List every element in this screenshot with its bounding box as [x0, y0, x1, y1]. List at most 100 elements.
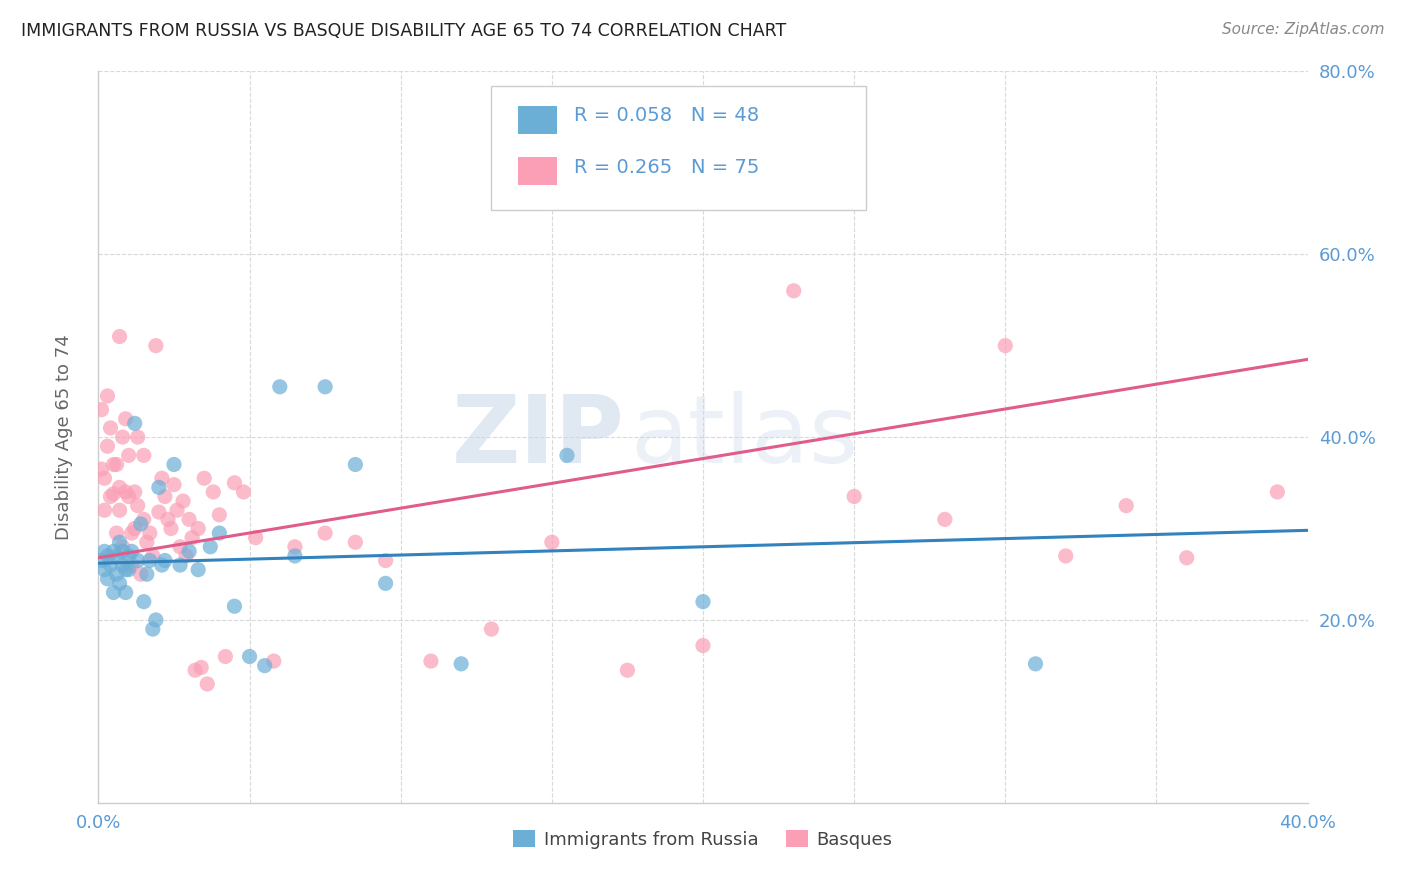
Point — [124, 485, 146, 500]
Point — [263, 654, 285, 668]
Text: R = 0.058   N = 48: R = 0.058 N = 48 — [574, 106, 759, 126]
Point — [108, 535, 131, 549]
Point — [200, 540, 222, 554]
Point — [374, 576, 396, 591]
Point — [314, 380, 336, 394]
Point — [179, 512, 201, 526]
Point — [172, 494, 194, 508]
Point — [105, 526, 128, 541]
Point — [181, 531, 204, 545]
Point — [148, 480, 170, 494]
Point — [481, 622, 503, 636]
Point — [1054, 549, 1077, 563]
Point — [187, 521, 209, 535]
Point — [111, 544, 134, 558]
Bar — [517, 106, 557, 134]
Point — [190, 660, 212, 674]
Point — [96, 439, 118, 453]
Point — [284, 549, 307, 563]
Text: IMMIGRANTS FROM RUSSIA VS BASQUE DISABILITY AGE 65 TO 74 CORRELATION CHART: IMMIGRANTS FROM RUSSIA VS BASQUE DISABIL… — [21, 22, 786, 40]
Point — [344, 535, 367, 549]
Point — [184, 663, 207, 677]
Point — [156, 512, 179, 526]
Point — [150, 558, 173, 573]
Point — [118, 549, 141, 563]
Point — [153, 553, 176, 567]
Point — [450, 657, 472, 671]
Point — [108, 329, 131, 343]
Point — [121, 544, 143, 558]
Point — [269, 380, 291, 394]
Point — [127, 430, 149, 444]
Point — [160, 521, 183, 535]
Point — [420, 654, 443, 668]
Point — [139, 526, 162, 541]
Point — [90, 402, 112, 417]
Point — [208, 526, 231, 541]
Point — [148, 505, 170, 519]
Point — [616, 663, 638, 677]
Point — [224, 475, 246, 490]
Point — [135, 535, 157, 549]
Bar — [517, 157, 557, 185]
Point — [195, 677, 218, 691]
Point — [103, 544, 125, 558]
Point — [132, 594, 155, 608]
Legend: Immigrants from Russia, Basques: Immigrants from Russia, Basques — [506, 823, 900, 856]
Point — [844, 490, 866, 504]
Point — [540, 535, 562, 549]
Point — [145, 613, 167, 627]
Point — [934, 512, 956, 526]
Point — [105, 567, 128, 582]
Point — [132, 448, 155, 462]
Point — [139, 553, 162, 567]
Point — [114, 485, 136, 500]
Point — [100, 558, 122, 573]
Point — [374, 553, 396, 567]
Point — [93, 544, 115, 558]
Point — [224, 599, 246, 614]
Point — [108, 503, 131, 517]
Point — [118, 490, 141, 504]
Point — [129, 567, 152, 582]
Text: Source: ZipAtlas.com: Source: ZipAtlas.com — [1222, 22, 1385, 37]
Text: atlas: atlas — [630, 391, 859, 483]
Point — [96, 549, 118, 563]
Point — [90, 553, 112, 567]
Point — [121, 526, 143, 541]
Point — [93, 471, 115, 485]
Point — [214, 649, 236, 664]
Point — [994, 338, 1017, 352]
Point — [245, 531, 267, 545]
Point — [129, 516, 152, 531]
Point — [692, 639, 714, 653]
Point — [1115, 499, 1137, 513]
Point — [100, 421, 122, 435]
FancyBboxPatch shape — [492, 86, 866, 211]
Point — [111, 540, 134, 554]
Point — [132, 512, 155, 526]
Point — [108, 576, 131, 591]
Point — [96, 389, 118, 403]
Point — [142, 622, 165, 636]
Point — [145, 338, 167, 352]
Point — [111, 558, 134, 573]
Point — [111, 430, 134, 444]
Point — [142, 549, 165, 563]
Point — [232, 485, 254, 500]
Point — [100, 490, 122, 504]
Point — [169, 540, 191, 554]
Point — [1267, 485, 1289, 500]
Point — [105, 549, 128, 563]
Point — [169, 558, 191, 573]
Point — [555, 448, 578, 462]
Point — [90, 462, 112, 476]
Point — [124, 417, 146, 431]
Point — [166, 503, 188, 517]
Point — [150, 471, 173, 485]
Point — [124, 521, 146, 535]
Point — [239, 649, 262, 664]
Point — [202, 485, 225, 500]
Point — [108, 480, 131, 494]
Y-axis label: Disability Age 65 to 74: Disability Age 65 to 74 — [55, 334, 73, 540]
